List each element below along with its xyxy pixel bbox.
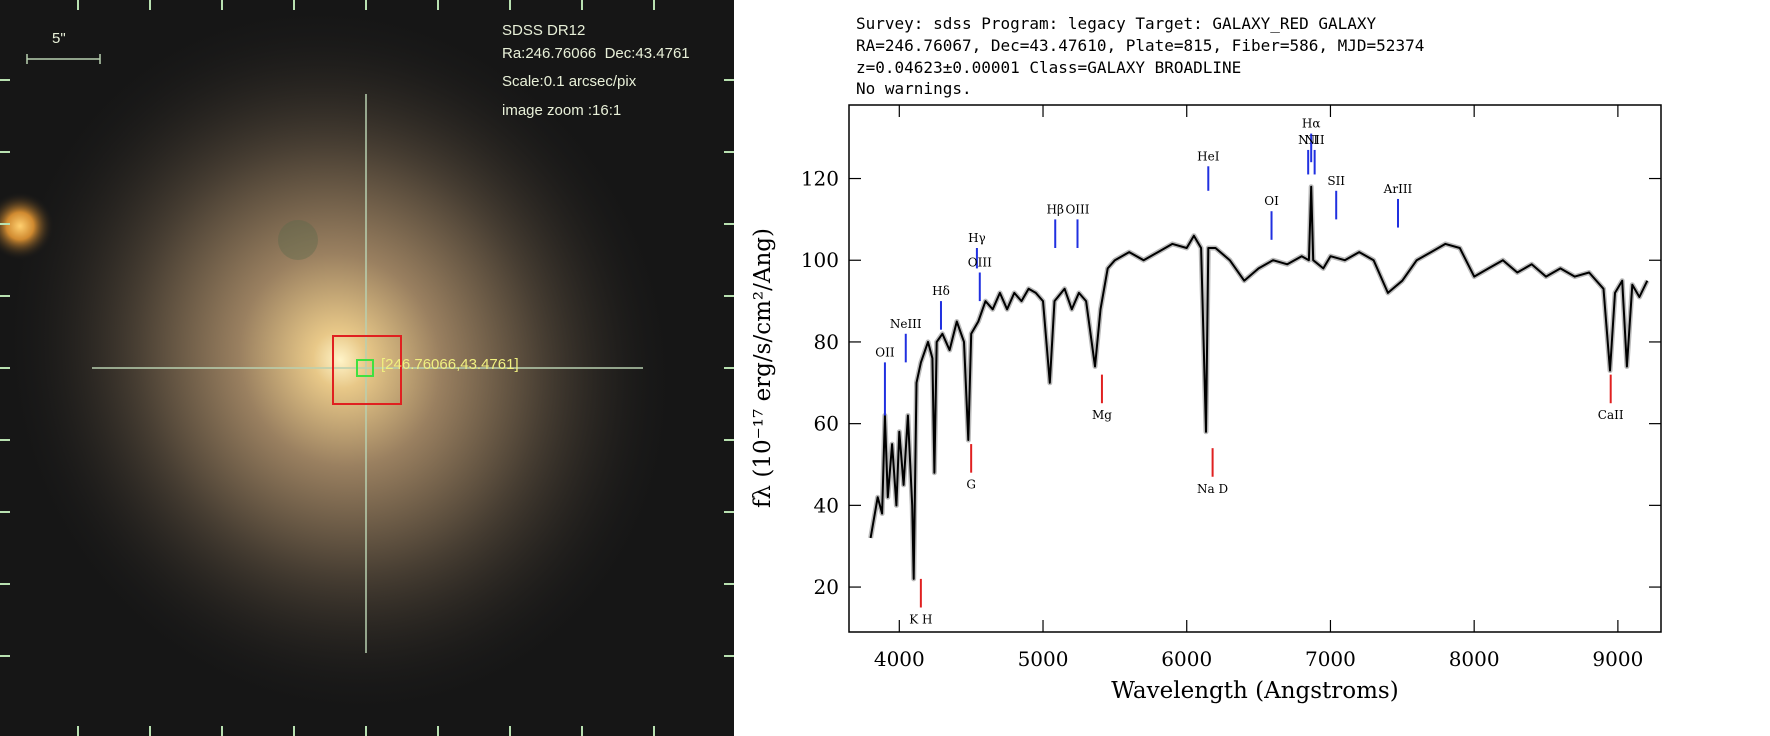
header-line: z=0.04623±0.00001 Class=GALAXY BROADLINE bbox=[856, 58, 1241, 77]
spectral-line-label: OII bbox=[875, 345, 895, 359]
x-tick-label: 6000 bbox=[1161, 647, 1212, 671]
header-line: Survey: sdss Program: legacy Target: GAL… bbox=[856, 14, 1377, 33]
spectral-line-label: OIII bbox=[1065, 202, 1089, 216]
y-axis-label: fλ (10⁻¹⁷ erg/s/cm²/Ang) bbox=[750, 228, 776, 508]
spectral-line-label: Hβ bbox=[1047, 202, 1064, 216]
spectral-line-label: Na D bbox=[1197, 482, 1228, 496]
y-tick-label: 20 bbox=[814, 575, 839, 599]
target-box bbox=[332, 335, 402, 405]
spectral-line-label: HeI bbox=[1197, 149, 1220, 163]
blob bbox=[278, 220, 318, 260]
x-tick-label: 8000 bbox=[1449, 647, 1500, 671]
x-axis-label: Wavelength (Angstroms) bbox=[1111, 678, 1398, 704]
scale: Scale:0.1 arcsec/pix bbox=[502, 73, 637, 90]
target-label: [246.76066,43.4761] bbox=[381, 356, 519, 373]
crosshair bbox=[92, 94, 643, 653]
spectral-line-label: Mg bbox=[1092, 408, 1112, 422]
header-line: RA=246.76067, Dec=43.47610, Plate=815, F… bbox=[856, 36, 1424, 55]
spectral-line-label: G bbox=[966, 478, 976, 492]
x-tick-label: 9000 bbox=[1592, 647, 1643, 671]
spectrum-chart: Survey: sdss Program: legacy Target: GAL… bbox=[750, 14, 1662, 704]
spectral-line-label: CaII bbox=[1598, 408, 1624, 422]
spectral-line-label: Hγ bbox=[968, 231, 986, 245]
y-tick-label: 100 bbox=[801, 248, 839, 272]
spectral-line-label: Hα bbox=[1302, 117, 1321, 131]
sky-image: 5" SDSS DR12 Ra:246.76066 Dec:43.4761 Sc… bbox=[0, 0, 734, 736]
flux-line bbox=[869, 185, 1649, 580]
spectral-line-label: NII bbox=[1305, 133, 1325, 147]
scale-bar bbox=[26, 54, 101, 64]
spectral-line-label: Hδ bbox=[932, 284, 950, 298]
spectral-line-label: NII bbox=[1298, 133, 1318, 147]
y-tick-label: 120 bbox=[801, 167, 839, 191]
spectral-line-label: NeIII bbox=[890, 317, 922, 331]
spectral-line-label: OI bbox=[1264, 194, 1279, 208]
star bbox=[0, 192, 54, 260]
survey: SDSS DR12 bbox=[502, 22, 585, 39]
y-tick-label: 40 bbox=[814, 493, 839, 517]
plot-frame bbox=[848, 104, 1662, 633]
y-tick-label: 80 bbox=[814, 330, 839, 354]
spectral-line-label: SII bbox=[1327, 174, 1345, 188]
zoom: image zoom :16:1 bbox=[502, 102, 621, 119]
x-tick-label: 4000 bbox=[874, 647, 925, 671]
fiber-box bbox=[356, 359, 374, 377]
error-band bbox=[868, 184, 1650, 582]
x-tick-label: 7000 bbox=[1305, 647, 1356, 671]
frame-ticks bbox=[0, 0, 734, 736]
spectral-line-label: K H bbox=[909, 612, 932, 626]
x-tick-label: 5000 bbox=[1018, 647, 1069, 671]
coords: Ra:246.76066 Dec:43.4761 bbox=[502, 45, 690, 62]
y-tick-label: 60 bbox=[814, 412, 839, 436]
header-line: No warnings. bbox=[856, 79, 972, 98]
spectral-line-label: ArIII bbox=[1383, 182, 1413, 196]
spectral-line-label: OIII bbox=[968, 255, 992, 269]
galaxy bbox=[4, 5, 676, 715]
scale-bar-label: 5" bbox=[52, 30, 66, 47]
